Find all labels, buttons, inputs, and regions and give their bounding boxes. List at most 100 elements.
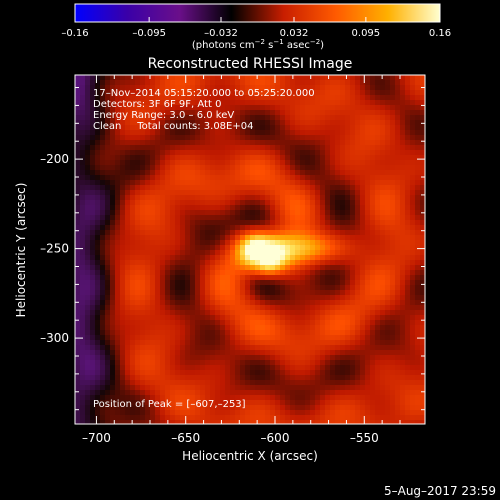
heatmap-cell xyxy=(355,200,361,206)
heatmap-cell xyxy=(165,390,171,396)
heatmap-cell xyxy=(135,85,141,91)
heatmap-cell xyxy=(110,375,116,381)
heatmap-cell xyxy=(355,335,361,341)
heatmap-cell xyxy=(350,225,356,231)
heatmap-cell xyxy=(415,405,421,411)
heatmap-cell xyxy=(295,300,301,306)
heatmap-cell xyxy=(230,300,236,306)
heatmap-cell xyxy=(375,220,381,226)
heatmap-cell xyxy=(360,295,366,301)
heatmap-cell xyxy=(150,180,156,186)
heatmap-cell xyxy=(130,385,136,391)
heatmap-cell xyxy=(200,260,206,266)
heatmap-cell xyxy=(175,90,181,96)
heatmap-cell xyxy=(215,265,221,271)
heatmap-cell xyxy=(345,200,351,206)
heatmap-cell xyxy=(260,305,266,311)
heatmap-cell xyxy=(365,360,371,366)
heatmap-cell xyxy=(230,390,236,396)
heatmap-cell xyxy=(175,270,181,276)
heatmap-cell xyxy=(205,385,211,391)
heatmap-cell xyxy=(390,360,396,366)
heatmap-cell xyxy=(115,235,121,241)
heatmap-cell xyxy=(175,220,181,226)
heatmap-cell xyxy=(395,245,401,251)
heatmap-cell xyxy=(395,280,401,286)
heatmap-cell xyxy=(240,130,246,136)
heatmap-cell xyxy=(385,410,391,416)
heatmap-cell xyxy=(155,310,161,316)
heatmap-cell xyxy=(410,210,416,216)
heatmap-cell xyxy=(175,205,181,211)
heatmap-cell xyxy=(295,355,301,361)
heatmap-cell xyxy=(325,90,331,96)
heatmap-cell xyxy=(155,325,161,331)
heatmap-cell xyxy=(195,225,201,231)
heatmap-cell xyxy=(395,120,401,126)
heatmap-cell xyxy=(190,215,196,221)
heatmap-cell xyxy=(360,95,366,101)
heatmap-cell xyxy=(265,360,271,366)
heatmap-cell xyxy=(155,295,161,301)
heatmap-cell xyxy=(295,405,301,411)
heatmap-cell xyxy=(370,210,376,216)
heatmap-cell xyxy=(125,220,131,226)
heatmap-cell xyxy=(145,410,151,416)
heatmap-cell xyxy=(120,85,126,91)
heatmap-cell xyxy=(395,200,401,206)
heatmap-cell xyxy=(370,345,376,351)
heatmap-cell xyxy=(170,135,176,141)
heatmap-cell xyxy=(290,325,296,331)
heatmap-cell xyxy=(390,165,396,171)
heatmap-cell xyxy=(240,210,246,216)
heatmap-cell xyxy=(245,395,251,401)
heatmap-cell xyxy=(390,395,396,401)
heatmap-cell xyxy=(140,390,146,396)
heatmap-cell xyxy=(375,245,381,251)
heatmap-cell xyxy=(110,195,116,201)
heatmap-cell xyxy=(135,80,141,86)
heatmap-cell xyxy=(270,105,276,111)
heatmap-cell xyxy=(275,255,281,261)
heatmap-cell xyxy=(275,355,281,361)
heatmap-cell xyxy=(200,285,206,291)
heatmap-cell xyxy=(405,185,411,191)
heatmap-cell xyxy=(325,170,331,176)
heatmap-cell xyxy=(345,240,351,246)
heatmap-cell xyxy=(120,410,126,416)
heatmap-cell xyxy=(185,260,191,266)
heatmap-cell xyxy=(295,235,301,241)
heatmap-cell xyxy=(375,155,381,161)
heatmap-cell xyxy=(225,340,231,346)
heatmap-cell xyxy=(110,400,116,406)
heatmap-cell xyxy=(115,230,121,236)
heatmap-cell xyxy=(325,100,331,106)
heatmap-cell xyxy=(115,95,121,101)
heatmap-cell xyxy=(420,405,425,411)
heatmap-cell xyxy=(375,260,381,266)
heatmap-cell xyxy=(395,220,401,226)
heatmap-cell xyxy=(400,120,406,126)
heatmap-cell xyxy=(405,245,411,251)
heatmap-cell xyxy=(140,75,146,81)
heatmap-cell xyxy=(200,330,206,336)
heatmap-cell xyxy=(310,420,316,424)
heatmap-cell xyxy=(135,260,141,266)
heatmap-cell xyxy=(360,135,366,141)
heatmap-cell xyxy=(295,215,301,221)
heatmap-cell xyxy=(320,315,326,321)
heatmap-cell xyxy=(230,410,236,416)
heatmap-cell xyxy=(420,400,425,406)
heatmap-cell xyxy=(190,200,196,206)
heatmap-cell xyxy=(110,230,116,236)
heatmap-cell xyxy=(175,80,181,86)
heatmap-cell xyxy=(165,265,171,271)
heatmap-cell xyxy=(130,320,136,326)
heatmap-cell xyxy=(325,140,331,146)
heatmap-cell xyxy=(345,155,351,161)
heatmap-cell xyxy=(180,165,186,171)
heatmap-cell xyxy=(120,170,126,176)
heatmap-cell xyxy=(280,80,286,86)
heatmap-cell xyxy=(125,385,131,391)
heatmap-cell xyxy=(165,90,171,96)
